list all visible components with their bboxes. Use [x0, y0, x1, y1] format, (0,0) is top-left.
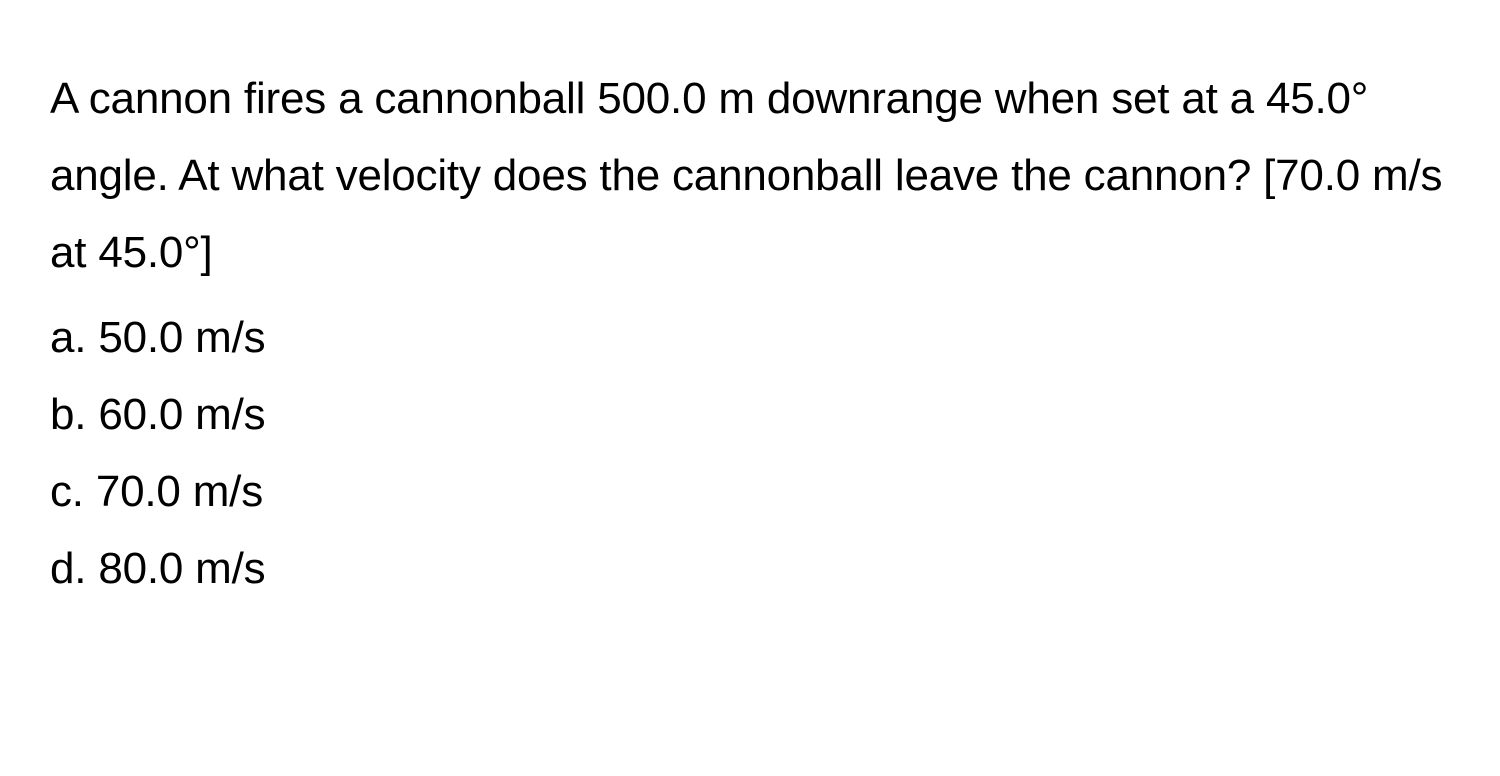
option-b: b. 60.0 m/s — [50, 376, 1450, 453]
question-text: A cannon fires a cannonball 500.0 m down… — [50, 60, 1450, 291]
question-container: A cannon fires a cannonball 500.0 m down… — [50, 60, 1450, 607]
option-c: c. 70.0 m/s — [50, 453, 1450, 530]
option-a: a. 50.0 m/s — [50, 299, 1450, 376]
option-d: d. 80.0 m/s — [50, 530, 1450, 607]
